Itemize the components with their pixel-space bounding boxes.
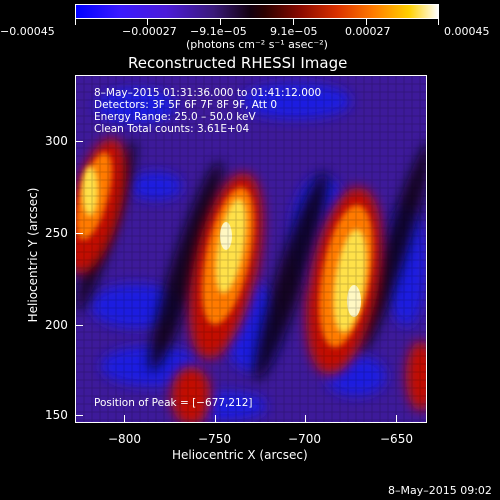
colorbar-tick-label: −0.00027 [122,25,177,38]
colorbar-tick-label: −9.1e−05 [190,25,247,38]
y-tick-label: 300 [45,134,68,148]
y-tick-label: 250 [45,226,68,240]
rhessi-image-plot: 8–May–2015 01:31:36.000 to 01:41:12.000 … [75,75,427,423]
clean-total-counts: Clean Total counts: 3.61E+04 [94,123,250,135]
x-tick-label: −650 [380,432,413,446]
y-tick-label: 200 [45,318,68,332]
colorbar-tick-label: 9.1e−05 [270,25,318,38]
render-timestamp: 8–May–2015 09:02 [388,484,492,497]
x-tick-label: −750 [198,432,231,446]
x-tick-label: −700 [288,432,321,446]
detectors-info: Detectors: 3F 5F 6F 7F 8F 9F, Att 0 [94,99,278,111]
colorbar-tick-label: −0.00045 [0,25,55,38]
energy-range: Energy Range: 25.0 – 50.0 keV [94,111,256,123]
observation-time: 8–May–2015 01:31:36.000 to 01:41:12.000 [94,87,322,99]
colorbar-units: (photons cm⁻² s⁻¹ asec⁻²) [186,38,328,51]
colorbar-tick-label: 0.00027 [345,25,391,38]
colorbar [75,4,439,19]
rhessi-intensity-map [76,76,426,422]
colorbar-tick-label: 0.00045 [444,25,490,38]
y-tick-label: 150 [45,408,68,422]
x-axis-label: Heliocentric X (arcsec) [172,448,308,462]
plot-title: Reconstructed RHESSI Image [128,54,348,72]
peak-position: Position of Peak = [−677,212] [94,397,253,409]
y-axis-label: Heliocentric Y (arcsec) [26,187,40,323]
x-tick-label: −800 [108,432,141,446]
